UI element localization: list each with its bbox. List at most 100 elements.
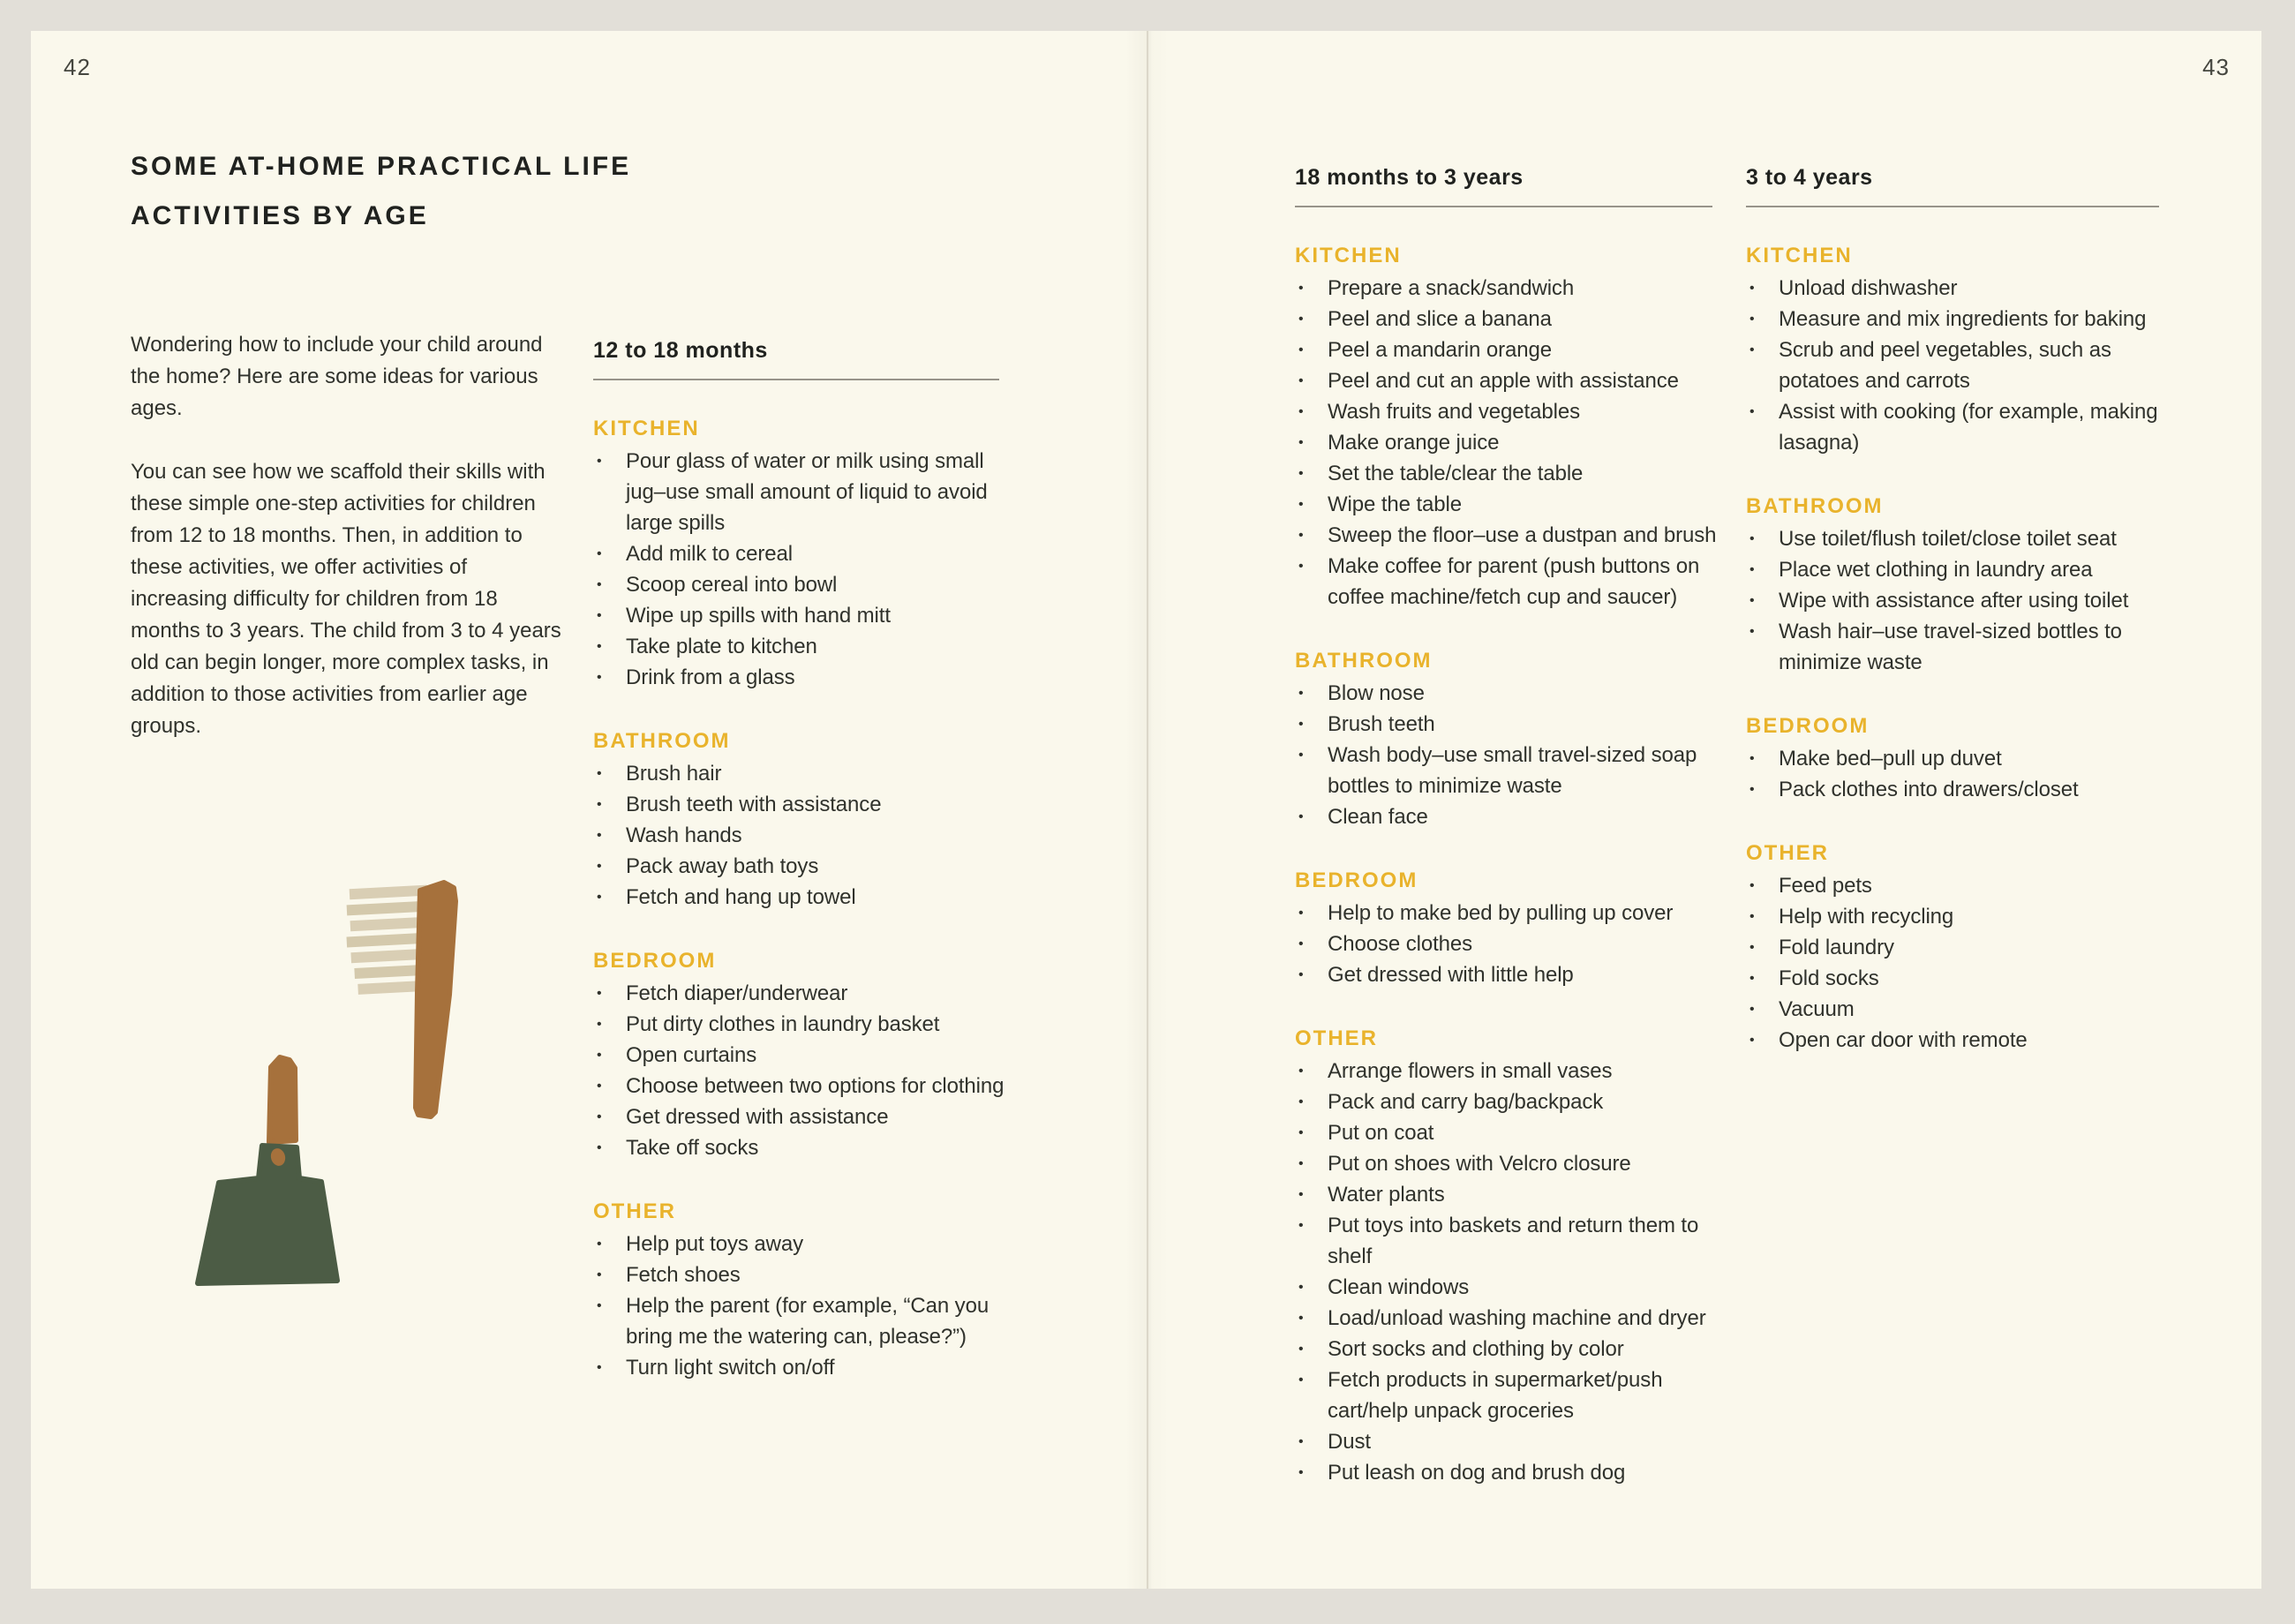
bullet-icon: •	[1298, 1311, 1304, 1326]
bullet-icon: •	[597, 1079, 602, 1094]
bullet-icon: •	[1298, 1156, 1304, 1171]
bullet-icon: •	[597, 577, 602, 592]
list-item-text: Clean face	[1328, 805, 1428, 829]
list-item: • Fetch products in supermarket/push cart…	[1295, 1365, 1729, 1426]
list-item: • Fetch shoes	[593, 1259, 1012, 1290]
activity-section: KITCHEN • Pour glass of water or milk usin…	[593, 413, 1012, 693]
list-item-text: Add milk to cereal	[626, 542, 793, 566]
list-item-text: Sweep the floor–use a dustpan and brush	[1328, 523, 1717, 547]
list-item-text: Make orange juice	[1328, 431, 1500, 455]
header-rule	[1746, 206, 2159, 207]
list-item-text: Wash body–use small travel-sized soap bo…	[1328, 743, 1697, 798]
list-item: • Vacuum	[1746, 994, 2180, 1025]
section-heading-other: OTHER	[593, 1199, 676, 1223]
bullet-icon: •	[1298, 466, 1304, 481]
list-item-text: Put dirty clothes in laundry basket	[626, 1012, 940, 1036]
list-item: • Wipe the table	[1295, 489, 1729, 520]
bullet-icon: •	[1298, 404, 1304, 419]
activity-section: BATHROOM • Blow nose • Brush teeth • Wash body…	[1295, 645, 1729, 832]
list-item-text: Pour glass of water or milk using small …	[626, 449, 988, 535]
list-item: • Fold socks	[1746, 963, 2180, 994]
bullet-icon: •	[1298, 435, 1304, 450]
list-item: • Pack clothes into drawers/closet	[1746, 774, 2180, 805]
list-item-text: Fetch products in supermarket/push cart/…	[1328, 1368, 1663, 1423]
list-item: • Arrange flowers in small vases	[1295, 1056, 1729, 1086]
bullet-icon: •	[1749, 909, 1755, 924]
list-item: • Use toilet/flush toilet/close toilet se…	[1746, 523, 2180, 554]
bullet-icon: •	[597, 1017, 602, 1032]
list-item-text: Make coffee for parent (push buttons on …	[1328, 554, 1700, 609]
list-item-text: Scrub and peel vegetables, such as potat…	[1779, 338, 2111, 393]
age-group-header: 18 months to 3 years	[1295, 165, 1524, 190]
activity-section: BATHROOM • Brush hair • Brush teeth with ass…	[593, 726, 1012, 913]
bullet-icon: •	[1749, 878, 1755, 893]
list-item: • Fetch diaper/underwear	[593, 978, 1012, 1009]
list-item: • Put leash on dog and brush dog	[1295, 1457, 1729, 1488]
list-item-text: Get dressed with little help	[1328, 963, 1574, 987]
list-item-text: Pack and carry bag/backpack	[1328, 1090, 1604, 1114]
bullet-icon: •	[1298, 281, 1304, 296]
list-item-text: Pack away bath toys	[626, 854, 819, 878]
list-item: • Set the table/clear the table	[1295, 458, 1729, 489]
list-item: • Assist with cooking (for example, makin…	[1746, 396, 2180, 458]
list-item: • Wash hands	[593, 820, 1012, 851]
section-heading-bathroom: BATHROOM	[1746, 494, 1884, 518]
list-item: • Put toys into baskets and return them t…	[1295, 1210, 1729, 1272]
list-item-text: Wash hands	[626, 823, 742, 847]
list-item: • Brush hair	[593, 758, 1012, 789]
activity-section: OTHER • Help put toys away • Fetch shoes • Hel…	[593, 1196, 1012, 1383]
header-rule	[593, 379, 999, 380]
list-item: • Unload dishwasher	[1746, 273, 2180, 304]
bullet-icon: •	[1298, 967, 1304, 982]
list-item-text: Set the table/clear the table	[1328, 462, 1584, 485]
bullet-icon: •	[597, 766, 602, 781]
list-item-text: Make bed–pull up duvet	[1779, 747, 2002, 771]
list-item-text: Vacuum	[1779, 997, 1855, 1021]
bullet-icon: •	[597, 859, 602, 874]
list-item-text: Help put toys away	[626, 1232, 803, 1256]
list-item: • Add milk to cereal	[593, 538, 1012, 569]
list-item: • Put dirty clothes in laundry basket	[593, 1009, 1012, 1040]
list-item-text: Brush teeth with assistance	[626, 793, 882, 816]
list-item: • Wipe with assistance after using toilet	[1746, 585, 2180, 616]
list-item: • Choose between two options for clothing	[593, 1071, 1012, 1101]
bullet-icon: •	[597, 670, 602, 685]
list-item: • Measure and mix ingredients for baking	[1746, 304, 2180, 335]
list-item: • Help to make bed by pulling up cover	[1295, 898, 1729, 929]
bullet-icon: •	[1749, 312, 1755, 327]
page-title-line-1: SOME AT-HOME PRACTICAL LIFE	[131, 152, 632, 181]
list-item-text: Open curtains	[626, 1043, 757, 1067]
brush-handle-icon	[413, 880, 458, 1119]
list-item-text: Wash hair–use travel-sized bottles to mi…	[1779, 620, 2122, 674]
list-item: • Peel a mandarin orange	[1295, 335, 1729, 365]
age-column-18-months-to-3-years: 18 months to 3 years KITCHEN • Prepare a sn…	[1295, 164, 1729, 1488]
bullet-icon: •	[1749, 593, 1755, 608]
book-spread: 42 43 SOME AT-HOME PRACTICAL LIFE ACTIVI…	[31, 31, 2261, 1589]
bullet-icon: •	[1298, 809, 1304, 824]
list-item-text: Fold laundry	[1779, 936, 1894, 959]
list-item-text: Measure and mix ingredients for baking	[1779, 307, 2147, 331]
list-item: • Blow nose	[1295, 678, 1729, 709]
list-item: • Wash hair–use travel-sized bottles to m…	[1746, 616, 2180, 678]
list-item-text: Put on shoes with Velcro closure	[1328, 1152, 1631, 1176]
list-item-text: Brush teeth	[1328, 712, 1435, 736]
section-heading-kitchen: KITCHEN	[1295, 244, 1402, 267]
bullet-icon: •	[1298, 373, 1304, 388]
age-column-12-to-18-months: 12 to 18 months KITCHEN • Pour glass of wat…	[593, 337, 1012, 1383]
bullet-icon: •	[1749, 342, 1755, 357]
list-item-text: Blow nose	[1328, 681, 1425, 705]
bullet-icon: •	[597, 1109, 602, 1124]
brush-and-dustpan-illustration	[195, 880, 458, 1286]
list-item-text: Load/unload washing machine and dryer	[1328, 1306, 1706, 1330]
list-item-text: Help to make bed by pulling up cover	[1328, 901, 1674, 925]
bullet-icon: •	[1749, 281, 1755, 296]
list-item-text: Wipe with assistance after using toilet	[1779, 589, 2129, 613]
list-item: • Dust	[1295, 1426, 1729, 1457]
bullet-icon: •	[1298, 1280, 1304, 1295]
list-item-text: Peel and cut an apple with assistance	[1328, 369, 1679, 393]
list-item-text: Unload dishwasher	[1779, 276, 1958, 300]
bullet-icon: •	[1298, 342, 1304, 357]
section-heading-bedroom: BEDROOM	[593, 949, 717, 973]
list-item: • Prepare a snack/sandwich	[1295, 273, 1729, 304]
